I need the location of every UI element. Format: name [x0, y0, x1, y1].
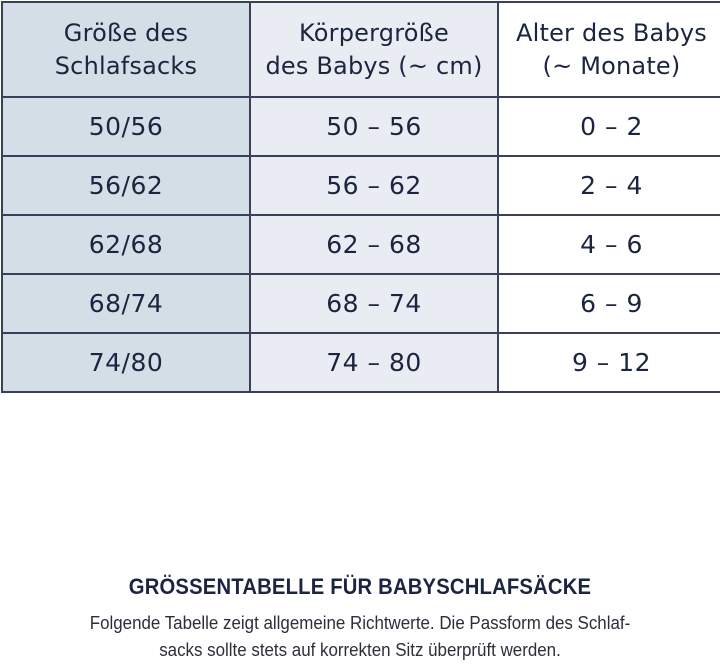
cell-height: 74 – 80 — [249, 332, 499, 393]
header-label: (~ Monate) — [542, 51, 681, 80]
cell-height: 62 – 68 — [249, 214, 499, 275]
cell-age: 2 – 4 — [497, 155, 720, 216]
cell-size: 74/80 — [1, 332, 251, 393]
cell-height: 68 – 74 — [249, 273, 499, 334]
size-chart-table: Größe des Schlafsacks Körpergröße des Ba… — [1, 1, 720, 393]
header-sleeping-bag-size: Größe des Schlafsacks — [1, 1, 251, 98]
cell-height: 50 – 56 — [249, 96, 499, 157]
cell-size: 68/74 — [1, 273, 251, 334]
table-row: 62/68 62 – 68 4 – 6 — [1, 214, 720, 275]
caption-title: GRÖSSENTABELLE FÜR BABYSCHLAFSÄCKE — [128, 574, 592, 599]
cell-age: 6 – 9 — [497, 273, 720, 334]
cell-height: 56 – 62 — [249, 155, 499, 216]
table-row: 50/56 50 – 56 0 – 2 — [1, 96, 720, 157]
table-row: 68/74 68 – 74 6 – 9 — [1, 273, 720, 334]
table-row: 74/80 74 – 80 9 – 12 — [1, 332, 720, 393]
header-baby-height: Körpergröße des Babys (~ cm) — [249, 1, 499, 98]
table-header-row: Größe des Schlafsacks Körpergröße des Ba… — [1, 1, 720, 98]
cell-age: 9 – 12 — [497, 332, 720, 393]
table-row: 56/62 56 – 62 2 – 4 — [1, 155, 720, 216]
table-caption: GRÖSSENTABELLE FÜR BABYSCHLAFSÄCKE Folge… — [0, 572, 720, 664]
header-label: Schlafsacks — [54, 51, 198, 80]
cell-size: 56/62 — [1, 155, 251, 216]
header-baby-age: Alter des Babys (~ Monate) — [497, 1, 720, 98]
caption-text-line: sacks sollte stets auf korrekten Sitz üb… — [159, 640, 561, 660]
caption-description: Folgende Tabelle zeigt allgemeine Richtw… — [22, 610, 699, 664]
header-label: Alter des Babys — [515, 18, 707, 47]
cell-size: 62/68 — [1, 214, 251, 275]
cell-age: 4 – 6 — [497, 214, 720, 275]
header-label: Größe des — [63, 18, 189, 47]
cell-size: 50/56 — [1, 96, 251, 157]
header-label: Körpergröße — [299, 18, 449, 47]
header-label: des Babys (~ cm) — [265, 51, 483, 80]
cell-age: 0 – 2 — [497, 96, 720, 157]
caption-text-line: Folgende Tabelle zeigt allgemeine Richtw… — [89, 613, 631, 633]
